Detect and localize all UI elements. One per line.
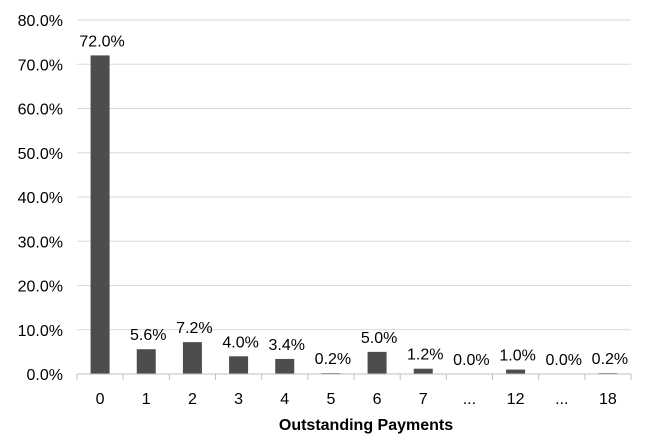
data-label: 1.2% — [407, 347, 443, 364]
y-tick-labels: 0.0% 10.0% 20.0% 30.0% 40.0% 50.0% 60.0% 70.0% 8… — [18, 13, 63, 384]
data-label: 1.0% — [499, 348, 535, 365]
x-tick-label: ... — [463, 391, 476, 408]
bar — [90, 55, 110, 375]
data-label: 0.2% — [592, 351, 628, 368]
x-tick-label: 0 — [96, 391, 105, 408]
x-axis-title: Outstanding Payments — [279, 417, 453, 434]
y-tick-label: 50.0% — [18, 146, 63, 163]
x-tick-label: 5 — [326, 391, 335, 408]
x-tick-label: 3 — [234, 391, 243, 408]
bar — [506, 369, 526, 374]
data-label: 5.6% — [130, 327, 166, 344]
y-tick-label: 60.0% — [18, 102, 63, 119]
data-label: 5.0% — [361, 330, 397, 347]
bar — [413, 368, 433, 374]
bar — [136, 349, 156, 374]
data-labels: 72.0% 5.6% 7.2% 4.0% 3.4% 0.2% 5.0% 1.2% 0.0% 1.0… — [79, 33, 628, 369]
data-label: 3.4% — [269, 337, 305, 354]
bar — [275, 358, 295, 374]
x-tick-label: 1 — [142, 391, 151, 408]
x-tick-label: 4 — [280, 391, 289, 408]
bar — [367, 351, 387, 374]
y-tick-label: 80.0% — [18, 13, 63, 30]
x-tick-labels: 0 1 2 3 4 5 6 7... 12... 18 — [96, 391, 617, 408]
x-tick-label: 18 — [599, 391, 617, 408]
y-tick-label: 70.0% — [18, 57, 63, 74]
y-tick-label: 30.0% — [18, 234, 63, 251]
data-label: 7.2% — [176, 320, 212, 337]
x-tick-label: ... — [555, 391, 568, 408]
x-tick-label: 7 — [419, 391, 428, 408]
data-label: 0.0% — [546, 352, 582, 369]
y-tick-label: 0.0% — [27, 367, 63, 384]
data-label: 0.2% — [315, 351, 351, 368]
bars — [90, 55, 618, 375]
data-label: 72.0% — [79, 33, 124, 50]
y-tick-label: 10.0% — [18, 323, 63, 340]
axes — [76, 373, 632, 380]
x-tick-label: 6 — [373, 391, 382, 408]
bar — [182, 342, 202, 374]
bar — [229, 356, 249, 374]
gridlines — [77, 19, 631, 331]
data-label: 0.0% — [453, 352, 489, 369]
data-label: 4.0% — [222, 334, 258, 351]
x-tick-label: 2 — [188, 391, 197, 408]
x-tick-label: 12 — [507, 391, 525, 408]
y-tick-label: 20.0% — [18, 279, 63, 296]
y-tick-label: 40.0% — [18, 190, 63, 207]
